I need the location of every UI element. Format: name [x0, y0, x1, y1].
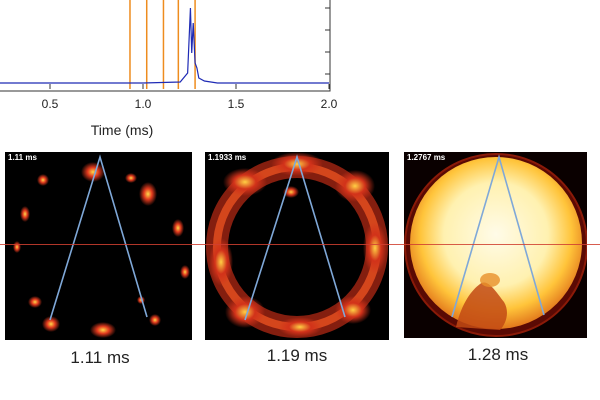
spark-overlay-lines [451, 154, 545, 318]
flame-frame-2: 1.1933 ms [205, 152, 389, 340]
burned-region [410, 157, 582, 329]
x-tick-label: 1.5 [228, 97, 245, 111]
flame-kernels [13, 162, 190, 338]
flame-frame-1: 1.11 ms [5, 152, 192, 340]
unburned-pocket [456, 282, 507, 330]
time-trace-chart: 0.5 1.0 1.5 2.0 Time (ms) [0, 0, 338, 138]
y-axis-ticks [325, 7, 330, 75]
flame-image-1 [13, 154, 190, 338]
frame-caption-2: 1.19 ms [266, 346, 328, 365]
frame-timestamp: 1.11 ms [8, 153, 37, 162]
spark-overlay-lines [49, 154, 148, 321]
frame-timestamp: 1.2767 ms [407, 153, 446, 162]
x-tick-label: 0.5 [42, 97, 59, 111]
x-tick-label: 2.0 [321, 97, 338, 111]
x-tick-label: 1.0 [135, 97, 152, 111]
frame-timestamp: 1.1933 ms [208, 153, 247, 162]
flame-front-ring [206, 152, 388, 338]
reference-horizontal-line [0, 244, 600, 245]
x-axis-title: Time (ms) [91, 122, 153, 138]
flame-image-2 [206, 152, 388, 338]
spark-overlay-lines [244, 154, 346, 321]
flame-image-3 [404, 152, 587, 338]
frame-caption-1: 1.11 ms [70, 348, 130, 367]
plot-area [0, 0, 331, 92]
frame-caption-3: 1.28 ms [467, 345, 529, 364]
frame-time-markers [129, 0, 196, 89]
pressure-trace-line [0, 7, 329, 84]
x-axis-ticks: 0.5 1.0 1.5 2.0 [42, 84, 338, 111]
flame-frame-3: 1.2767 ms [404, 152, 587, 338]
